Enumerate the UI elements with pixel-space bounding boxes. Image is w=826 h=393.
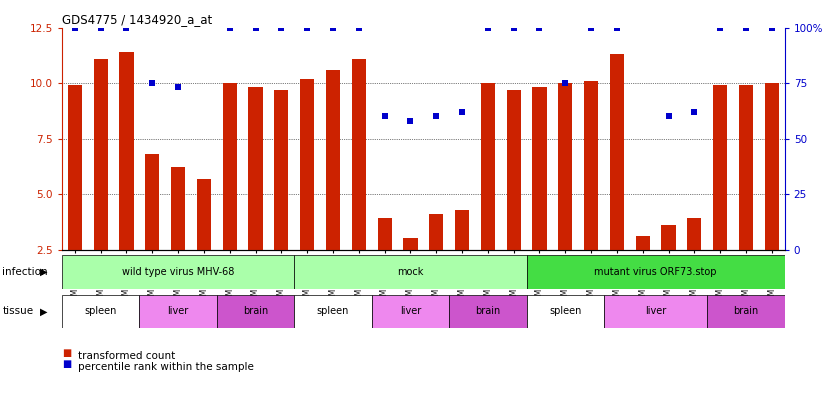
Point	[765, 24, 778, 31]
Text: ▶: ▶	[40, 307, 48, 316]
Text: infection: infection	[2, 267, 48, 277]
Point	[662, 113, 675, 119]
Text: wild type virus MHV-68: wild type virus MHV-68	[122, 267, 235, 277]
Bar	[687, 219, 701, 250]
Bar	[765, 83, 779, 250]
Point	[482, 24, 495, 31]
Bar	[300, 79, 314, 250]
Bar	[249, 88, 263, 250]
Text: tissue: tissue	[2, 307, 34, 316]
Bar	[506, 90, 520, 250]
Point	[455, 109, 468, 115]
Point	[558, 80, 572, 86]
Bar	[145, 154, 159, 250]
Bar	[294, 255, 526, 289]
Bar	[707, 295, 785, 328]
Text: brain: brain	[733, 307, 758, 316]
Point	[69, 24, 82, 31]
Bar	[120, 52, 134, 250]
Bar	[62, 295, 140, 328]
Bar	[430, 214, 444, 250]
Text: mock: mock	[397, 267, 424, 277]
Bar	[171, 167, 185, 250]
Bar	[326, 70, 340, 250]
Bar	[636, 236, 650, 250]
Text: mutant virus ORF73.stop: mutant virus ORF73.stop	[595, 267, 717, 277]
Point	[430, 113, 443, 119]
Bar	[352, 59, 366, 250]
Bar	[533, 88, 547, 250]
Text: liver: liver	[168, 307, 188, 316]
Bar	[526, 295, 604, 328]
Point	[352, 24, 365, 31]
Bar	[713, 85, 727, 250]
Bar	[662, 225, 676, 250]
Point	[94, 24, 107, 31]
Bar	[197, 178, 211, 250]
Bar	[68, 85, 82, 250]
Text: ▶: ▶	[40, 267, 48, 277]
Bar	[216, 295, 294, 328]
Bar	[294, 295, 372, 328]
Point	[326, 24, 339, 31]
Point	[688, 109, 701, 115]
Point	[507, 24, 520, 31]
Text: transformed count: transformed count	[78, 351, 176, 361]
Point	[739, 24, 752, 31]
Point	[585, 24, 598, 31]
Bar	[739, 85, 753, 250]
Point	[404, 118, 417, 124]
Bar	[526, 255, 785, 289]
Bar	[140, 295, 216, 328]
Point	[145, 80, 159, 86]
Bar	[449, 295, 526, 328]
Point	[172, 84, 185, 91]
Bar	[558, 83, 572, 250]
Text: liver: liver	[645, 307, 667, 316]
Bar	[604, 295, 707, 328]
Text: ■: ■	[62, 348, 71, 358]
Text: ■: ■	[62, 360, 71, 369]
Bar	[403, 239, 417, 250]
Bar	[455, 209, 469, 250]
Bar	[481, 83, 495, 250]
Text: brain: brain	[243, 307, 268, 316]
Point	[249, 24, 262, 31]
Text: liver: liver	[400, 307, 421, 316]
Bar	[610, 54, 624, 250]
Point	[533, 24, 546, 31]
Point	[610, 24, 624, 31]
Point	[301, 24, 314, 31]
Point	[275, 24, 288, 31]
Text: GDS4775 / 1434920_a_at: GDS4775 / 1434920_a_at	[62, 13, 212, 26]
Bar	[274, 90, 288, 250]
Text: spleen: spleen	[549, 307, 582, 316]
Bar	[62, 255, 294, 289]
Bar	[223, 83, 237, 250]
Text: spleen: spleen	[317, 307, 349, 316]
Text: percentile rank within the sample: percentile rank within the sample	[78, 362, 254, 373]
Bar	[93, 59, 107, 250]
Point	[120, 24, 133, 31]
Text: brain: brain	[475, 307, 501, 316]
Text: spleen: spleen	[84, 307, 116, 316]
Point	[714, 24, 727, 31]
Bar	[372, 295, 449, 328]
Bar	[584, 81, 598, 250]
Point	[223, 24, 236, 31]
Bar	[377, 219, 392, 250]
Point	[378, 113, 392, 119]
